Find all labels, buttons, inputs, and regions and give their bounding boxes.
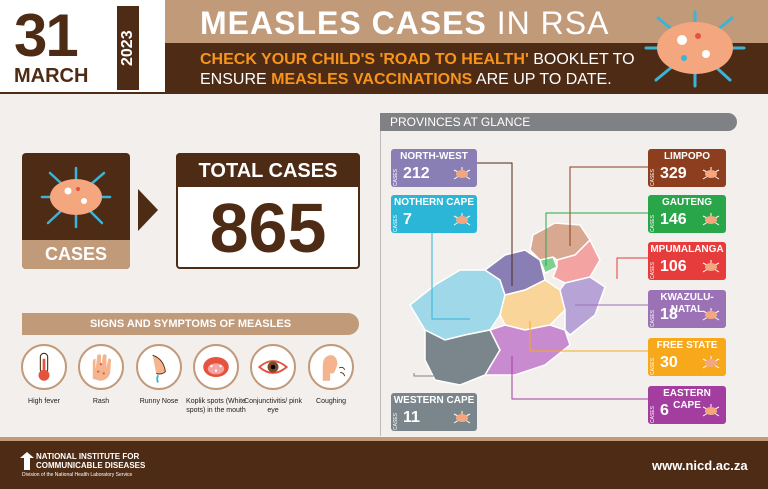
province-count: 212 xyxy=(403,165,430,182)
footer-line xyxy=(0,437,768,441)
province-name: MPUMALANGA xyxy=(650,244,724,255)
org-name-line-2: COMMUNICABLE DISEASES xyxy=(36,461,146,470)
map-free-state xyxy=(499,279,566,331)
province-name: NOTHERN CAPE xyxy=(393,197,474,208)
province-name: EASTERN CAPE xyxy=(663,388,711,411)
map-kwazulu-natal xyxy=(559,276,606,337)
province-count: 18 xyxy=(660,306,678,323)
total-cases-label: TOTAL CASES xyxy=(176,153,360,187)
virus-icon xyxy=(702,308,720,321)
province-card-kwazulu-natal: KWAZULU-NATAL CASES 18 xyxy=(648,290,726,328)
nicd-logo-icon xyxy=(20,452,34,470)
virus-icon xyxy=(453,167,471,180)
mouth-icon xyxy=(193,344,239,390)
org-division: Division of the National Health Laborato… xyxy=(22,472,133,478)
province-card-eastern-cape: EASTERN CAPE CASES 6 xyxy=(648,386,726,424)
coughing-icon xyxy=(308,344,354,390)
cases-word: CASES xyxy=(650,358,656,375)
province-name: LIMPOPO xyxy=(663,151,711,162)
subtitle-highlight-2: MEASLES VACCINATIONS xyxy=(271,71,473,88)
province-name: WESTERN CAPE xyxy=(393,395,475,406)
province-name: GAUTENG xyxy=(662,197,712,208)
province-count: 6 xyxy=(660,402,669,419)
province-count: 146 xyxy=(660,211,687,228)
province-name: KWAZULU-NATAL xyxy=(660,292,714,315)
province-count: 7 xyxy=(403,211,412,228)
date-day: 31 xyxy=(14,2,79,69)
subtitle-text-2c: ARE UP TO DATE. xyxy=(472,71,612,88)
virus-icon xyxy=(40,166,112,229)
province-card-limpopo: LIMPOPO CASES 329 xyxy=(648,149,726,187)
cases-word: CASES xyxy=(650,310,656,327)
province-card-north-west: NORTH-WEST CASES 212 xyxy=(391,149,477,187)
symptoms-title: SIGNS AND SYMPTOMS OF MEASLES xyxy=(22,313,359,335)
provinces-frame xyxy=(380,131,381,436)
hand-rash-icon xyxy=(78,344,124,390)
map-eastern-cape xyxy=(483,324,571,376)
province-card-mpumalanga: MPUMALANGA CASES 106 xyxy=(648,242,726,280)
date-month: MARCH xyxy=(14,65,89,87)
page-title: MEASLES CASES IN RSA xyxy=(200,5,609,41)
province-count: 11 xyxy=(403,409,420,426)
virus-icon xyxy=(644,10,746,88)
cases-word: CASES xyxy=(393,169,399,186)
symptom-label: Runny Nose xyxy=(139,398,179,405)
symptom-label: Coughing xyxy=(316,398,346,405)
subtitle-highlight-1: CHECK YOUR CHILD'S 'ROAD TO HEALTH' xyxy=(200,51,529,68)
province-card-western-cape: WESTERN CAPE CASES 11 xyxy=(391,393,477,431)
province-count: 30 xyxy=(660,354,678,371)
cases-word: CASES xyxy=(650,169,656,186)
total-cases-value: 865 xyxy=(209,189,327,267)
virus-icon xyxy=(702,260,720,273)
symptom-label: Rash xyxy=(92,398,110,405)
date-year: 2023 xyxy=(119,30,136,66)
cases-label: CASES xyxy=(22,240,130,269)
provinces-title: PROVINCES AT GLANCE xyxy=(380,113,737,131)
symptom-label: High fever xyxy=(28,398,60,405)
subtitle-text-2a: ENSURE xyxy=(200,71,272,88)
eye-icon xyxy=(250,344,296,390)
footer xyxy=(0,441,768,489)
title-light: IN RSA xyxy=(496,5,610,41)
website-link[interactable]: www.nicd.ac.za xyxy=(652,458,748,473)
cases-word: CASES xyxy=(650,406,656,423)
cases-word: CASES xyxy=(393,215,399,232)
cases-word: CASES xyxy=(650,262,656,279)
title-bold: MEASLES CASES xyxy=(200,5,487,41)
virus-icon xyxy=(453,213,471,226)
virus-icon xyxy=(702,404,720,417)
province-card-free-state: FREE STATE CASES 30 xyxy=(648,338,726,376)
arrow-right-icon xyxy=(138,189,158,231)
subtitle-line-2: ENSURE MEASLES VACCINATIONS ARE UP TO DA… xyxy=(200,70,612,90)
province-count: 106 xyxy=(660,258,687,275)
org-name-line-1: NATIONAL INSTITUTE FOR xyxy=(36,452,140,461)
province-name: FREE STATE xyxy=(656,340,718,351)
province-connectors xyxy=(413,162,648,400)
province-card-nothern-cape: NOTHERN CAPE CASES 7 xyxy=(391,195,477,233)
subtitle-text-1: BOOKLET TO xyxy=(528,51,635,68)
virus-icon xyxy=(702,213,720,226)
year-bar xyxy=(117,6,139,90)
province-name: NORTH-WEST xyxy=(400,151,468,162)
south-africa-map xyxy=(409,222,606,386)
province-count: 329 xyxy=(660,165,687,182)
thermometer-icon xyxy=(21,344,67,390)
virus-icon xyxy=(702,167,720,180)
symptom-label: Koplik spots (White spots) in the mouth xyxy=(186,398,246,414)
virus-icon xyxy=(453,411,471,424)
subtitle-line-1: CHECK YOUR CHILD'S 'ROAD TO HEALTH' BOOK… xyxy=(200,50,635,70)
nose-icon xyxy=(136,344,182,390)
virus-icon xyxy=(702,356,720,369)
province-card-gauteng: GAUTENG CASES 146 xyxy=(648,195,726,233)
cases-word: CASES xyxy=(650,215,656,232)
cases-word: CASES xyxy=(393,413,399,430)
symptom-label: Conjunctivitis/ pink eye xyxy=(244,398,302,414)
